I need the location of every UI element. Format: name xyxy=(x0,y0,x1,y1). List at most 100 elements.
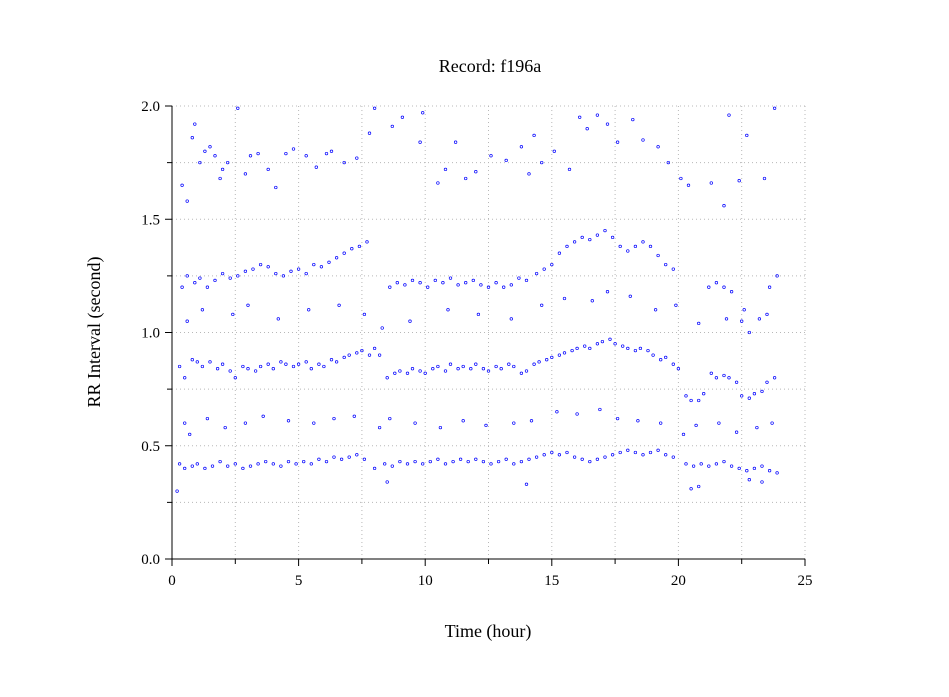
x-tick-label: 15 xyxy=(544,573,559,589)
data-point xyxy=(180,285,184,289)
data-point xyxy=(200,308,205,312)
data-point xyxy=(752,466,757,471)
data-point xyxy=(236,274,240,278)
data-point xyxy=(590,299,594,303)
data-point xyxy=(266,167,270,172)
data-point xyxy=(575,412,579,416)
data-point xyxy=(464,281,468,285)
data-point xyxy=(342,355,346,360)
data-point xyxy=(436,181,440,185)
data-point xyxy=(218,176,222,181)
data-point xyxy=(377,425,382,430)
data-point xyxy=(707,464,711,468)
data-point xyxy=(486,369,491,373)
data-point xyxy=(550,355,554,360)
data-point xyxy=(246,303,250,307)
data-point xyxy=(633,244,638,249)
data-point xyxy=(327,260,331,264)
data-point xyxy=(598,407,602,412)
data-point xyxy=(575,346,579,351)
data-point xyxy=(291,147,296,151)
data-point xyxy=(266,362,270,366)
data-point xyxy=(322,364,326,369)
data-point xyxy=(697,321,701,326)
ticks: 0 5 10 15 20 25 0.0 0.5 1.0 1.5 2.0 xyxy=(141,99,812,589)
data-point xyxy=(709,371,713,375)
data-point xyxy=(324,151,329,156)
data-point xyxy=(372,466,377,471)
data-point xyxy=(671,362,675,366)
data-point xyxy=(664,262,668,267)
data-point xyxy=(220,167,225,172)
data-point xyxy=(284,151,288,156)
data-point xyxy=(390,124,394,129)
data-point xyxy=(765,312,769,317)
data-point xyxy=(464,176,468,181)
data-point xyxy=(588,459,592,464)
data-point xyxy=(540,303,544,307)
data-point xyxy=(481,459,486,464)
data-point xyxy=(256,462,260,466)
data-point xyxy=(177,462,182,466)
data-point xyxy=(296,267,301,271)
data-point xyxy=(474,457,478,461)
data-point xyxy=(479,283,483,287)
data-point xyxy=(504,158,508,163)
data-point xyxy=(220,362,225,366)
data-point xyxy=(775,471,779,475)
data-point xyxy=(626,346,630,351)
data-point xyxy=(671,455,675,459)
data-point xyxy=(383,462,387,466)
data-point xyxy=(274,271,278,276)
data-point xyxy=(466,459,470,464)
data-point xyxy=(405,371,410,375)
x-tick-label: 10 xyxy=(418,573,433,589)
data-point xyxy=(512,421,516,425)
data-point xyxy=(641,138,645,142)
data-point xyxy=(605,122,610,126)
data-point xyxy=(279,464,283,468)
data-point xyxy=(418,369,422,373)
data-point xyxy=(540,160,544,165)
data-point xyxy=(347,455,351,459)
data-point xyxy=(372,106,377,110)
data-point xyxy=(499,367,503,371)
data-point xyxy=(317,362,321,366)
data-point xyxy=(385,376,389,380)
data-point xyxy=(557,251,562,255)
data-point xyxy=(408,319,412,323)
data-point xyxy=(745,133,749,138)
data-point xyxy=(286,419,291,423)
y-axis-label: RR Interval (second) xyxy=(84,257,105,408)
data-point xyxy=(180,183,184,187)
data-point xyxy=(476,312,481,317)
data-point xyxy=(707,285,711,289)
data-point xyxy=(177,364,182,369)
data-point xyxy=(565,450,569,455)
data-point xyxy=(496,459,501,464)
data-point xyxy=(580,235,584,240)
data-point xyxy=(636,419,640,423)
data-point xyxy=(418,140,422,144)
data-point xyxy=(502,285,506,289)
data-point xyxy=(188,432,192,437)
data-point xyxy=(443,167,448,172)
data-point xyxy=(517,276,521,280)
x-tick-label: 25 xyxy=(798,573,813,589)
data-point xyxy=(403,283,407,287)
data-point xyxy=(534,271,539,276)
data-point xyxy=(393,371,397,375)
data-point xyxy=(681,432,686,437)
data-point xyxy=(284,362,288,366)
data-point xyxy=(243,269,248,273)
data-point xyxy=(714,376,719,380)
data-point xyxy=(365,240,369,244)
data-point xyxy=(747,396,751,400)
data-point xyxy=(694,423,698,428)
data-point xyxy=(572,455,577,459)
data-point xyxy=(494,281,498,285)
data-point xyxy=(291,364,296,369)
data-point xyxy=(448,276,453,280)
data-point xyxy=(296,362,301,366)
